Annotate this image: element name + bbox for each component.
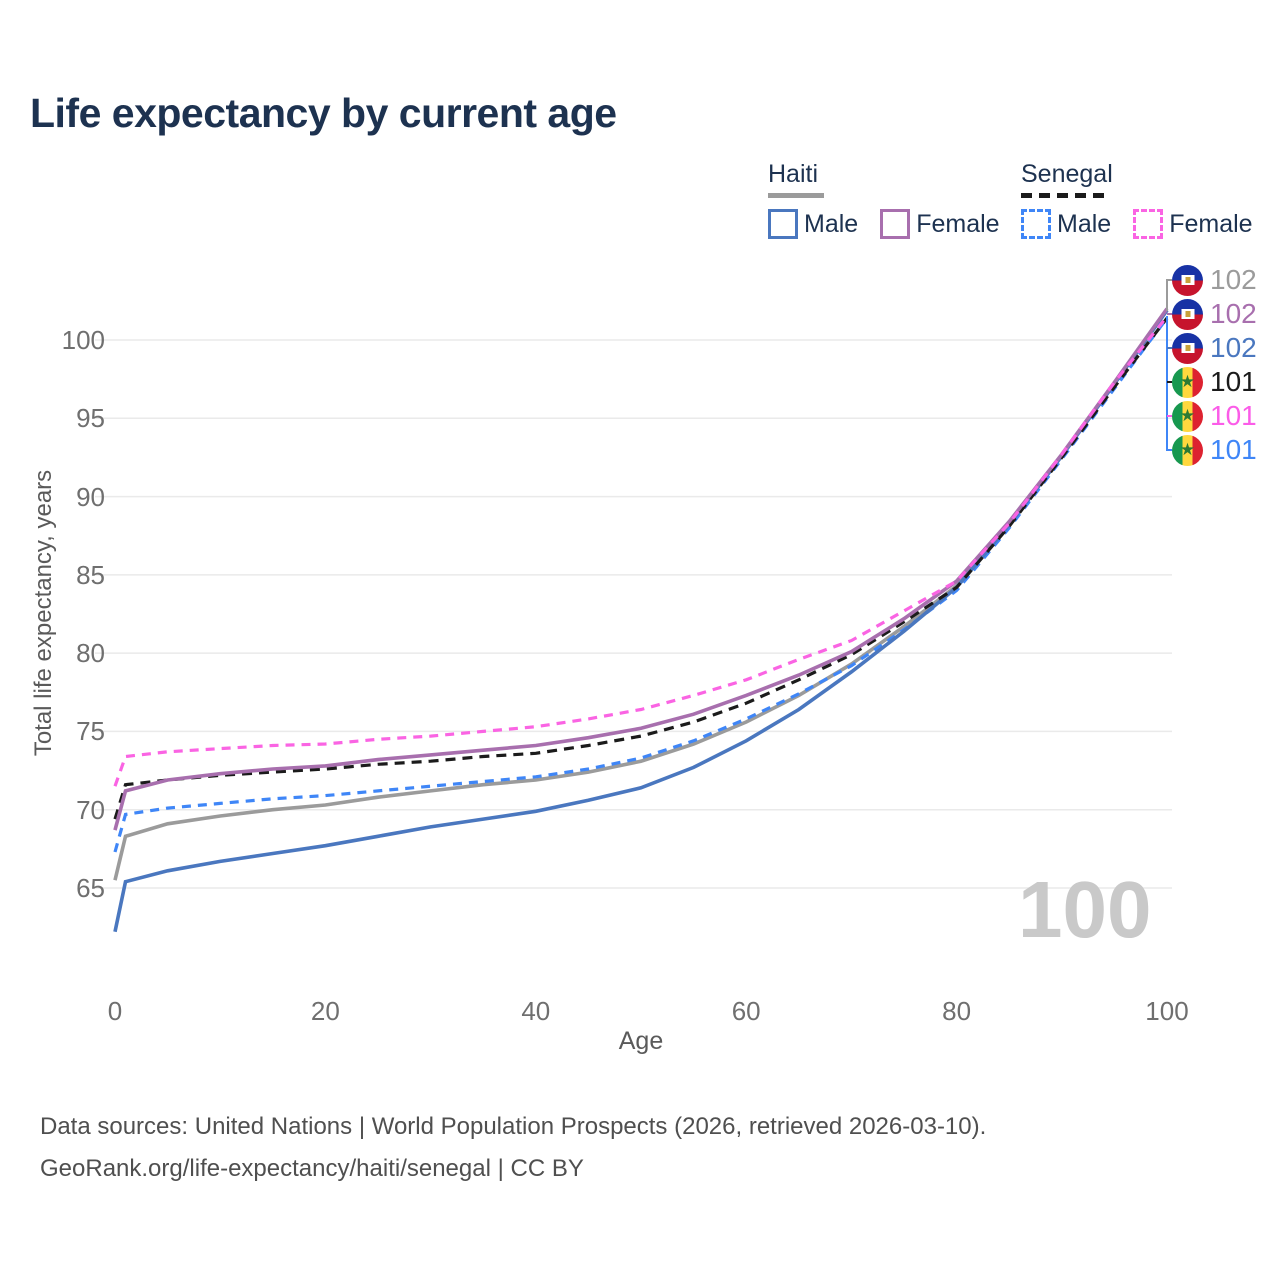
end-label-value: 101 — [1210, 400, 1257, 431]
legend-item-senegal-female[interactable]: Female — [1133, 209, 1253, 239]
page-title: Life expectancy by current age — [30, 90, 617, 136]
legend-items-haiti: Male Female — [768, 209, 1022, 239]
haiti-solid-line-swatch-icon — [768, 193, 824, 198]
end-label-value: 102 — [1210, 264, 1257, 295]
end-label-row-senegal-4: ★ 101 — [1172, 400, 1257, 432]
senegal-female-swatch-icon — [1133, 209, 1164, 239]
end-label-row-haiti-1: 102 — [1172, 298, 1257, 330]
age-indicator-watermark: 100 — [1018, 865, 1152, 954]
y-tick-65: 65 — [76, 872, 105, 903]
series-line-senegal_female[interactable] — [113, 315, 1169, 787]
end-label-leader-line — [1166, 316, 1172, 451]
x-axis-title: Age — [618, 1027, 664, 1055]
end-label-value: 102 — [1210, 298, 1257, 329]
senegal-flag-icon: ★ — [1172, 400, 1203, 432]
senegal-flag-icon: ★ — [1172, 366, 1203, 398]
series-line-senegal_total[interactable] — [113, 317, 1169, 820]
x-tick-40: 40 — [521, 996, 551, 1026]
end-label-leader-line — [1166, 279, 1172, 311]
series-line-haiti_male[interactable] — [113, 309, 1169, 933]
senegal-male-swatch-icon — [1021, 209, 1051, 239]
legend-item-senegal-male[interactable]: Male — [1021, 209, 1111, 239]
y-tick-100: 100 — [61, 325, 105, 355]
senegal-dashed-line-swatch-icon — [1021, 193, 1110, 198]
end-label-row-senegal-3: ★ 101 — [1172, 366, 1257, 398]
end-label-value: 101 — [1210, 434, 1257, 465]
end-label-row-haiti-2: 102 — [1172, 332, 1257, 364]
legend-label-haiti-female: Female — [916, 209, 1000, 238]
legend-item-haiti-female[interactable]: Female — [880, 209, 1000, 239]
legend-country-senegal-label: Senegal — [1021, 160, 1113, 188]
legend-country-haiti[interactable]: Haiti — [768, 160, 1022, 198]
y-tick-95: 95 — [76, 403, 105, 434]
x-tick-0: 0 — [107, 996, 123, 1026]
y-axis-title: Total life expectancy, years — [30, 469, 57, 757]
footer: Data sources: United Nations | World Pop… — [40, 1106, 986, 1190]
y-tick-70: 70 — [76, 794, 105, 825]
legend-label-senegal-male: Male — [1057, 209, 1112, 238]
end-label-row-haiti-0: 102 — [1172, 264, 1257, 296]
series-line-senegal_male[interactable] — [113, 317, 1169, 853]
series-line-haiti_total[interactable] — [113, 309, 1169, 881]
x-tick-20: 20 — [310, 996, 340, 1026]
legend-country-haiti-label: Haiti — [768, 160, 819, 188]
haiti-female-swatch-icon — [880, 209, 911, 239]
legend-group-haiti: Haiti Male Female — [768, 160, 1022, 239]
series-line-haiti_female[interactable] — [113, 307, 1169, 831]
haiti-male-swatch-icon — [768, 209, 798, 239]
end-label-row-senegal-5: ★ 101 — [1172, 434, 1257, 466]
legend-label-haiti-male: Male — [804, 209, 859, 238]
end-label-value: 102 — [1210, 332, 1257, 363]
end-label-value: 101 — [1210, 366, 1257, 397]
senegal-flag-icon: ★ — [1172, 434, 1203, 466]
y-tick-80: 80 — [76, 638, 105, 669]
haiti-flag-icon — [1172, 264, 1203, 296]
legend-items-senegal: Male Female — [1021, 209, 1275, 239]
footer-data-sources: Data sources: United Nations | World Pop… — [40, 1113, 987, 1140]
footer-attribution-link[interactable]: GeoRank.org/life-expectancy/haiti/senega… — [40, 1155, 584, 1182]
haiti-flag-icon — [1172, 332, 1203, 364]
haiti-flag-icon — [1172, 298, 1203, 330]
legend-group-senegal: Senegal Male Female — [1021, 160, 1275, 239]
legend-country-senegal[interactable]: Senegal — [1021, 160, 1275, 198]
x-tick-100: 100 — [1145, 996, 1189, 1026]
x-tick-80: 80 — [942, 996, 972, 1026]
y-tick-90: 90 — [76, 481, 105, 512]
legend-label-senegal-female: Female — [1169, 209, 1253, 238]
y-tick-75: 75 — [76, 716, 105, 747]
x-tick-60: 60 — [731, 996, 761, 1026]
legend-item-haiti-male[interactable]: Male — [768, 209, 858, 239]
y-tick-85: 85 — [76, 559, 105, 590]
